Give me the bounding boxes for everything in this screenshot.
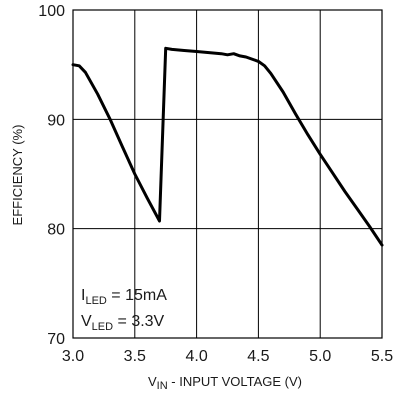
annotation-voltage: VLED = 3.3V: [81, 313, 165, 333]
y-tick-label: 90: [47, 112, 65, 129]
annotation-current: ILED = 15mA: [81, 287, 167, 307]
grid-lines: [73, 10, 382, 338]
plot-frame: [72, 9, 383, 339]
y-axis-title: EFFICIENCY (%): [10, 125, 25, 226]
x-tick-label: 3.5: [124, 348, 146, 365]
x-tick-label: 3.0: [62, 348, 84, 365]
x-tick-label: 5.0: [309, 348, 331, 365]
y-tick-label: 80: [47, 222, 65, 239]
y-tick-label: 100: [38, 3, 65, 20]
x-tick-label: 4.0: [185, 348, 207, 365]
x-tick-labels: 3.0 3.5 4.0 4.5 5.0 5.5: [62, 348, 393, 365]
x-tick-label: 5.5: [371, 348, 393, 365]
y-tick-labels: 100 90 80 70: [38, 3, 65, 348]
x-tick-label: 4.5: [247, 348, 269, 365]
x-axis-title: VIN - INPUT VOLTAGE (V): [148, 374, 302, 392]
efficiency-curve: [71, 46, 384, 247]
y-tick-label: 70: [47, 331, 65, 348]
